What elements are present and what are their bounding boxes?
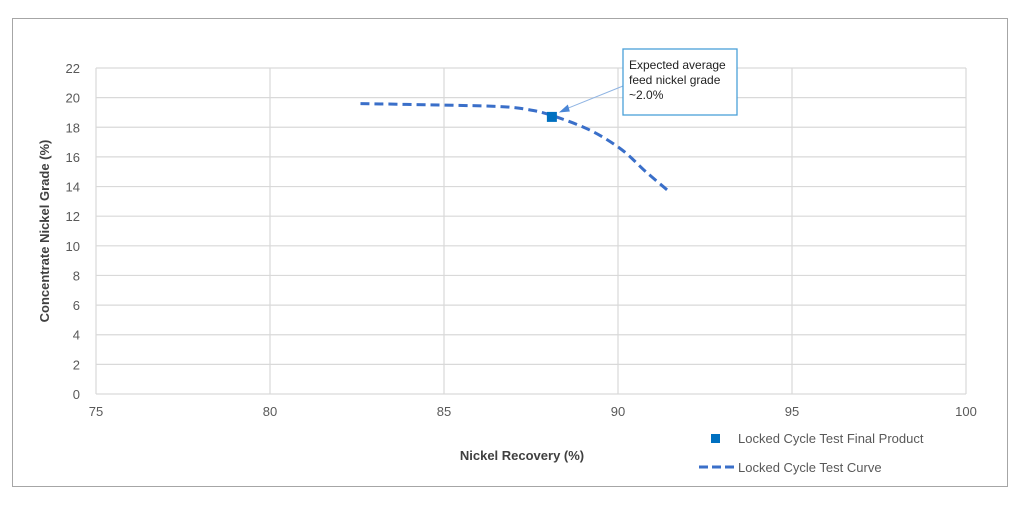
x-axis-label: Nickel Recovery (%) [460, 448, 584, 463]
chart-frame [12, 18, 1008, 487]
annotation-line-2: feed nickel grade [629, 73, 721, 87]
y-tick-label: 16 [66, 150, 80, 165]
final-product-point [546, 111, 557, 122]
y-tick-label: 6 [73, 298, 80, 313]
y-axis-label: Concentrate Nickel Grade (%) [37, 140, 52, 323]
y-tick-label: 20 [66, 91, 80, 106]
y-tick-label: 22 [66, 61, 80, 76]
y-tick-label: 12 [66, 209, 80, 224]
annotation-line-3: ~2.0% [629, 88, 664, 102]
annotation-box [622, 48, 738, 116]
y-tick-label: 8 [73, 268, 80, 283]
y-tick-label: 18 [66, 120, 80, 135]
series-curve-line [360, 102, 672, 194]
x-tick-label: 80 [263, 404, 277, 419]
y-tick-label: 10 [66, 239, 80, 254]
x-tick-label: 85 [437, 404, 451, 419]
x-tick-label: 100 [955, 404, 977, 419]
legend-label-curve: Locked Cycle Test Curve [738, 460, 882, 475]
annotation-arrowhead [558, 104, 570, 113]
x-tick-label: 90 [611, 404, 625, 419]
legend-marker-final-product [711, 434, 720, 443]
y-tick-label: 0 [73, 387, 80, 402]
annotation: Expected average feed nickel grade ~2.0% [558, 48, 738, 116]
legend: Locked Cycle Test Final Product Locked C… [699, 431, 924, 475]
y-tick-label: 2 [73, 357, 80, 372]
x-tick-label: 95 [785, 404, 799, 419]
y-tick-label: 14 [66, 180, 80, 195]
legend-label-final-product: Locked Cycle Test Final Product [738, 431, 924, 446]
annotation-arrow [564, 85, 624, 110]
annotation-line-1: Expected average [629, 58, 726, 72]
x-tick-label: 75 [89, 404, 103, 419]
y-tick-label: 4 [73, 328, 80, 343]
